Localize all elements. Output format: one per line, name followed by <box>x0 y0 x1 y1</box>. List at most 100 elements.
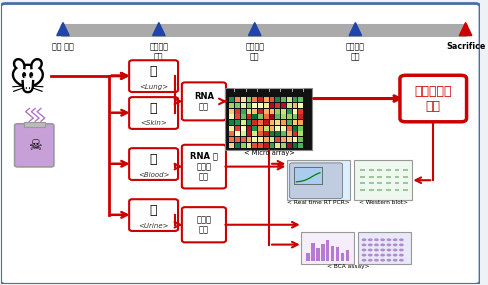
Bar <box>275 97 280 102</box>
Text: 🫁: 🫁 <box>149 65 157 78</box>
Bar <box>335 247 339 261</box>
Bar <box>360 189 364 191</box>
Text: < Real time RT PCR>: < Real time RT PCR> <box>286 200 349 205</box>
Circle shape <box>386 243 390 246</box>
Bar <box>403 182 407 184</box>
Bar <box>385 189 390 191</box>
Circle shape <box>367 249 372 251</box>
Bar <box>252 120 257 125</box>
Bar <box>252 137 257 142</box>
FancyBboxPatch shape <box>129 97 178 129</box>
Bar <box>264 114 268 119</box>
Text: <Blood>: <Blood> <box>138 172 169 178</box>
Text: ☠: ☠ <box>28 139 42 153</box>
Bar <box>281 109 285 113</box>
FancyBboxPatch shape <box>301 232 354 264</box>
FancyBboxPatch shape <box>293 168 322 184</box>
Circle shape <box>373 238 378 241</box>
Bar <box>281 137 285 142</box>
Bar <box>246 137 251 142</box>
Bar <box>246 143 251 148</box>
Bar <box>298 137 303 142</box>
FancyBboxPatch shape <box>286 160 349 200</box>
Bar <box>286 131 291 136</box>
Bar <box>292 137 297 142</box>
Bar <box>252 126 257 131</box>
Bar <box>229 103 234 108</box>
Text: 🐭: 🐭 <box>8 62 46 98</box>
Bar <box>394 176 399 178</box>
Circle shape <box>373 243 378 246</box>
FancyBboxPatch shape <box>289 163 342 198</box>
Circle shape <box>367 238 372 241</box>
Bar <box>368 169 373 171</box>
Bar <box>229 143 234 148</box>
Bar <box>275 109 280 113</box>
Text: 급성 노출: 급성 노출 <box>52 42 74 51</box>
Bar <box>292 103 297 108</box>
Bar <box>330 246 334 261</box>
Bar <box>269 103 274 108</box>
Bar <box>229 114 234 119</box>
Text: 만성노출
초기: 만성노출 초기 <box>149 42 168 62</box>
Bar <box>275 143 280 148</box>
Circle shape <box>373 254 378 256</box>
Circle shape <box>398 254 403 256</box>
Bar <box>229 137 234 142</box>
Bar <box>286 109 291 113</box>
Polygon shape <box>348 23 361 36</box>
Bar <box>340 253 344 261</box>
Circle shape <box>392 259 397 262</box>
Bar <box>292 114 297 119</box>
Bar <box>235 137 240 142</box>
Bar <box>377 176 382 178</box>
Bar <box>258 137 263 142</box>
Bar <box>258 143 263 148</box>
Text: < Micro array>: < Micro array> <box>243 150 294 156</box>
Bar <box>275 126 280 131</box>
Circle shape <box>367 259 372 262</box>
Bar <box>235 97 240 102</box>
FancyBboxPatch shape <box>182 207 225 242</box>
Circle shape <box>380 249 384 251</box>
Bar <box>286 137 291 142</box>
Bar <box>229 131 234 136</box>
Bar <box>275 131 280 136</box>
Bar <box>240 120 245 125</box>
Text: 🧪: 🧪 <box>149 204 157 217</box>
Bar <box>269 143 274 148</box>
Text: <Urine>: <Urine> <box>138 223 168 229</box>
Text: 만성노출
말기: 만성노출 말기 <box>345 42 364 62</box>
Bar <box>269 97 274 102</box>
Text: 바이오마커
선정: 바이오마커 선정 <box>414 85 451 113</box>
FancyBboxPatch shape <box>399 75 466 122</box>
Bar <box>246 120 251 125</box>
Bar <box>298 131 303 136</box>
Bar <box>246 109 251 113</box>
Bar <box>264 97 268 102</box>
Bar <box>306 253 309 261</box>
Bar <box>240 143 245 148</box>
Bar <box>281 131 285 136</box>
Circle shape <box>361 249 366 251</box>
Bar <box>258 131 263 136</box>
FancyBboxPatch shape <box>225 88 312 150</box>
Bar <box>286 114 291 119</box>
Bar <box>240 126 245 131</box>
Text: 단백질
검출: 단백질 검출 <box>196 215 211 235</box>
Bar <box>360 176 364 178</box>
Bar <box>264 120 268 125</box>
FancyBboxPatch shape <box>129 199 178 231</box>
Bar <box>298 120 303 125</box>
FancyBboxPatch shape <box>129 60 178 92</box>
Text: 만성노출
중기: 만성노출 중기 <box>244 42 264 62</box>
Bar <box>385 169 390 171</box>
Bar <box>246 131 251 136</box>
Bar <box>264 137 268 142</box>
Bar <box>258 114 263 119</box>
Bar <box>281 97 285 102</box>
Bar <box>264 126 268 131</box>
Bar <box>229 109 234 113</box>
Text: 🩸: 🩸 <box>149 153 157 166</box>
Bar <box>275 120 280 125</box>
